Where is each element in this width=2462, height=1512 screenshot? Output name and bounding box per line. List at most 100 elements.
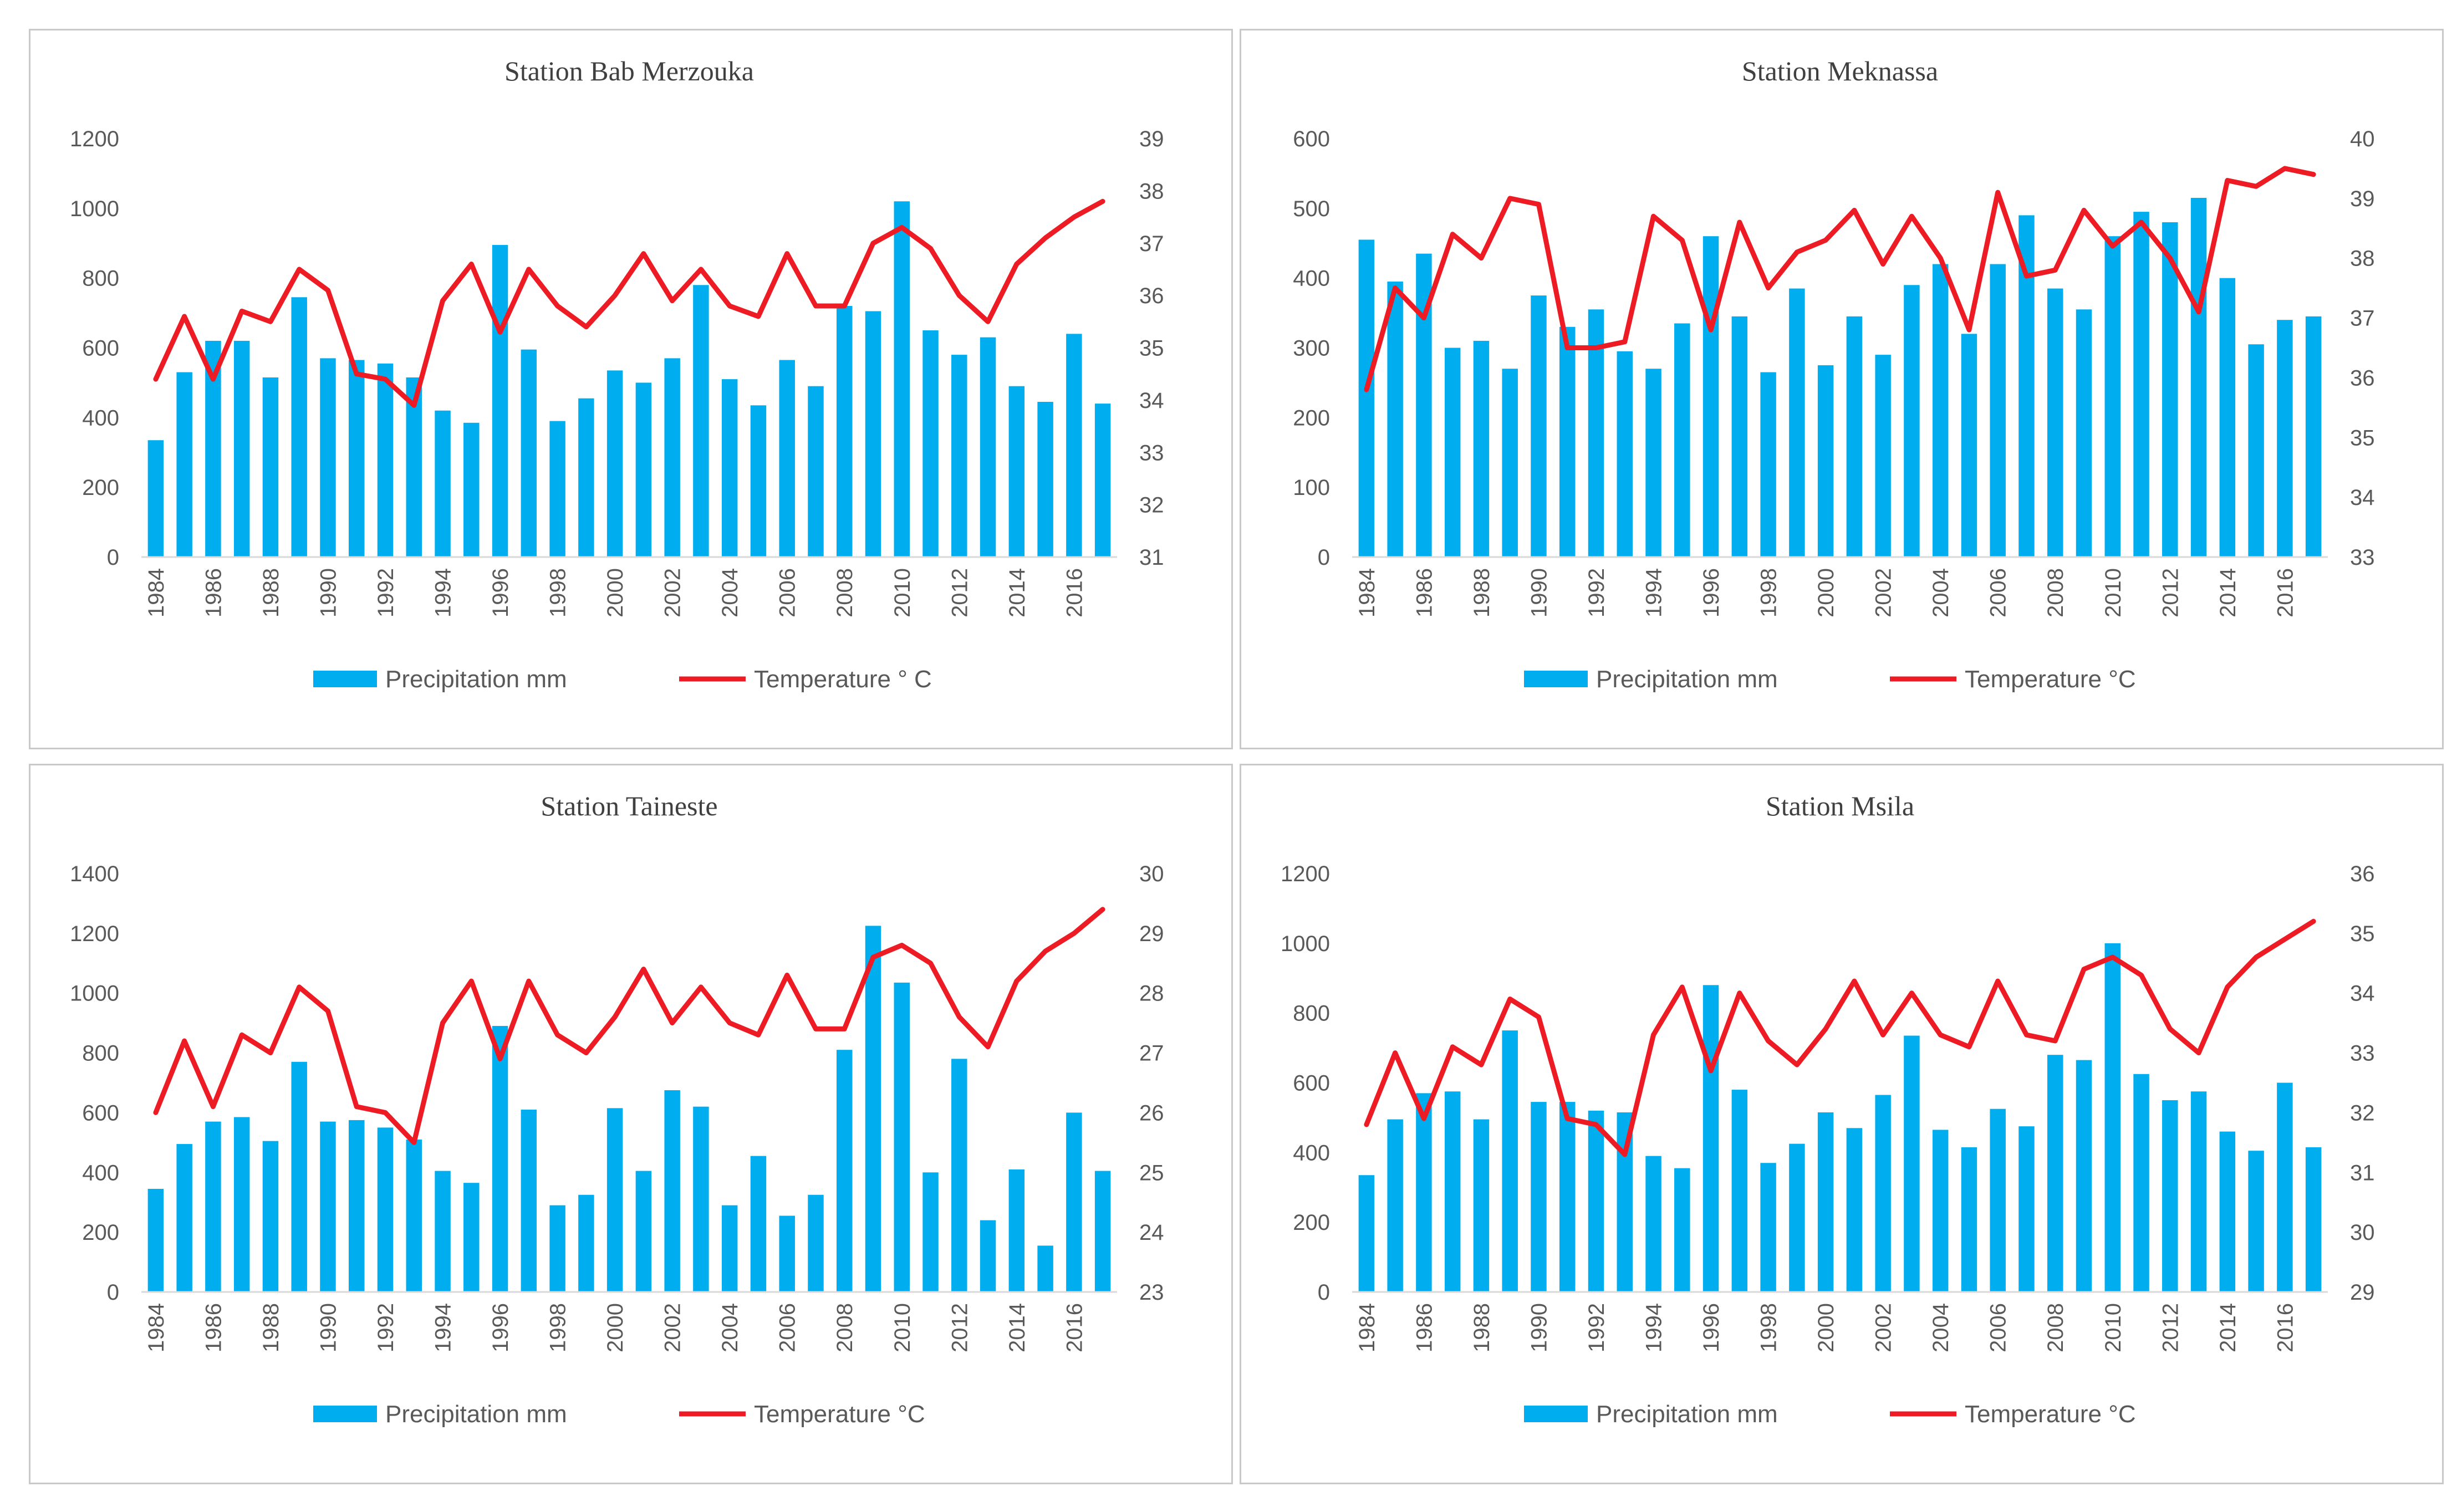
precipitation-bar <box>492 244 508 557</box>
y-right-tick-label: 39 <box>2350 187 2375 211</box>
x-tick-label: 1988 <box>259 568 283 617</box>
x-tick-label: 2006 <box>1986 1303 2011 1352</box>
x-tick-label: 2016 <box>2273 1303 2297 1352</box>
chart-panel-bab-merzouka: Station Bab Merzouka 0 200 400 600 800 1000 120… <box>29 29 1233 749</box>
precipitation-bar <box>1473 340 1490 557</box>
precipitation-bar <box>1358 239 1375 557</box>
x-tick-label: 2016 <box>2273 568 2297 617</box>
precipitation-bar <box>492 1026 508 1292</box>
precipitation-bar <box>1094 403 1111 557</box>
y-right-tick-label: 40 <box>2350 127 2375 151</box>
x-tick-label: 2008 <box>833 1303 857 1352</box>
precipitation-bar <box>693 1106 709 1292</box>
y-left-tick-label: 400 <box>1293 1141 1330 1165</box>
y-right-tick-label: 26 <box>1139 1101 1164 1125</box>
chart-title: Station Meknassa <box>1742 55 1938 86</box>
precipitation-bar <box>1531 1102 1547 1292</box>
legend-bar-swatch <box>1524 671 1588 687</box>
x-tick-label: 1984 <box>1355 568 1379 617</box>
precipitation-bar <box>808 386 824 557</box>
precipitation-bar <box>1094 1171 1111 1292</box>
precipitation-bar <box>664 358 680 557</box>
y-right-tick-label: 32 <box>1139 493 1164 518</box>
x-tick-label: 2004 <box>1929 568 1953 617</box>
precipitation-bar <box>233 340 250 557</box>
precipitation-bar <box>865 926 881 1292</box>
precipitation-bar <box>2277 320 2293 557</box>
y-left-tick-label: 200 <box>1293 1210 1330 1235</box>
x-tick-label: 2006 <box>776 1303 800 1352</box>
y-left-tick-label: 600 <box>82 1101 119 1125</box>
y-right-tick-label: 33 <box>2350 1041 2375 1066</box>
x-tick-label: 2002 <box>661 1303 685 1352</box>
chart-title: Station Msila <box>1766 790 1914 821</box>
x-tick-label: 1992 <box>1584 1303 1609 1352</box>
x-tick-label: 2016 <box>1062 1303 1087 1352</box>
x-tick-label: 1988 <box>259 1303 283 1352</box>
x-tick-label: 2004 <box>1929 1303 1953 1352</box>
precipitation-bar <box>2133 212 2149 557</box>
precipitation-bar <box>1502 369 1518 557</box>
x-tick-label: 2012 <box>2158 1303 2183 1352</box>
precipitation-bar <box>2076 309 2092 557</box>
precipitation-bar <box>837 306 853 557</box>
x-tick-label: 1994 <box>1642 1303 1666 1352</box>
x-tick-label: 1986 <box>1412 568 1436 617</box>
precipitation-bar <box>1674 323 1690 557</box>
y-left-tick-label: 1400 <box>70 862 119 886</box>
precipitation-bar <box>2104 236 2121 558</box>
precipitation-bar <box>2248 1151 2264 1292</box>
precipitation-bar <box>205 1121 221 1292</box>
y-right-tick-label: 30 <box>2350 1220 2375 1245</box>
x-tick-label: 2004 <box>718 1303 742 1352</box>
x-tick-label: 1992 <box>1584 568 1609 617</box>
precipitation-bar <box>1817 365 1834 557</box>
precipitation-bar <box>951 355 967 557</box>
temperature-line <box>1364 166 2316 392</box>
precipitation-bar <box>750 1156 767 1292</box>
y-left-tick-label: 1000 <box>70 197 119 221</box>
precipitation-bar <box>1531 295 1547 557</box>
precipitation-bar <box>1588 309 1604 557</box>
x-tick-label: 2008 <box>833 568 857 617</box>
x-tick-label: 2006 <box>1986 568 2011 617</box>
y-right-tick-label: 35 <box>2350 922 2375 946</box>
precipitation-bar <box>1037 1245 1053 1292</box>
y-right-tick-label: 34 <box>2350 982 2375 1006</box>
legend-line-label: Temperature ° C <box>754 666 932 693</box>
x-tick-label: 1984 <box>144 568 169 617</box>
legend-bar-label: Precipitation mm <box>1596 1401 1778 1428</box>
precipitation-bar <box>578 1194 594 1292</box>
precipitation-bar <box>1961 1147 1977 1292</box>
precipitation-bar <box>1502 1030 1518 1292</box>
precipitation-bar <box>1008 1169 1025 1292</box>
precipitation-bar <box>606 370 623 557</box>
chart-svg-msila: Station Msila 0 200 400 600 800 1000 1200 29 30 31… <box>1281 790 2375 1428</box>
chart-title: Station Taineste <box>541 790 717 821</box>
precipitation-bar <box>2305 316 2322 557</box>
x-tick-label: 1992 <box>374 568 398 617</box>
precipitation-bar <box>1760 372 1776 557</box>
y-left-tick-label: 600 <box>1293 1071 1330 1096</box>
x-tick-label: 2000 <box>1814 568 1838 617</box>
chart-title: Station Bab Merzouka <box>504 55 754 86</box>
precipitation-bar <box>1760 1163 1776 1292</box>
precipitation-bar <box>865 311 881 557</box>
y-right-tick-label: 31 <box>2350 1161 2375 1185</box>
precipitation-bar <box>980 1220 996 1292</box>
precipitation-bar <box>1617 351 1633 557</box>
precipitation-bar <box>1875 355 1891 557</box>
precipitation-bar <box>2219 1131 2236 1292</box>
x-tick-label: 1996 <box>488 1303 513 1352</box>
y-left-tick-label: 300 <box>1293 336 1330 361</box>
precipitation-bar <box>635 1171 652 1292</box>
temperature-line <box>1364 918 2316 1157</box>
y-right-tick-label: 27 <box>1139 1041 1164 1066</box>
precipitation-bar <box>951 1059 967 1292</box>
precipitation-bar <box>1789 1143 1805 1292</box>
precipitation-bar <box>1904 285 1920 557</box>
precipitation-bar <box>1358 1175 1375 1292</box>
precipitation-bar <box>1444 348 1461 557</box>
precipitation-bar <box>176 1144 192 1292</box>
precipitation-bar <box>233 1117 250 1292</box>
